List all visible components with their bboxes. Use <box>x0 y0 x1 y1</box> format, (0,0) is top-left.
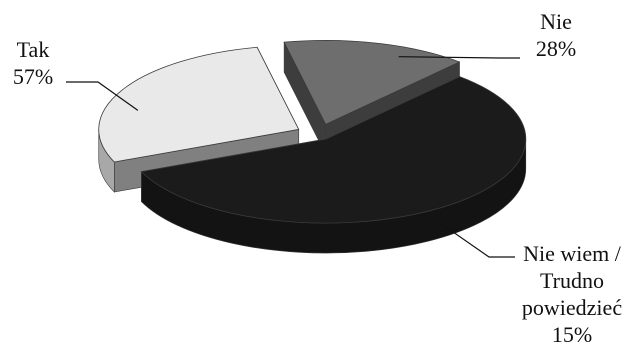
pie-tops <box>98 40 527 224</box>
label-nie-category: Nie <box>540 9 572 34</box>
slice-tak-top <box>140 76 527 224</box>
label-nie-wiem-line2: Trudno <box>540 268 604 293</box>
label-nie: Nie 28% <box>520 8 592 62</box>
leader-tak <box>66 81 139 111</box>
leader-nie <box>398 56 520 59</box>
label-nie-percent: 28% <box>535 36 577 61</box>
leader-lines <box>66 56 520 258</box>
label-tak-category: Tak <box>16 37 50 62</box>
label-tak: Tak 57% <box>2 36 64 90</box>
slice-nie-top <box>98 46 300 163</box>
label-nie-wiem: Nie wiem / Trudno powiedzieć 15% <box>508 240 636 348</box>
label-tak-percent: 57% <box>12 64 54 89</box>
leader-nie-wiem <box>440 222 515 258</box>
label-nie-wiem-percent: 15% <box>551 322 593 347</box>
label-nie-wiem-line1: Nie wiem / <box>523 241 621 266</box>
label-nie-wiem-line3: powiedzieć <box>521 295 623 320</box>
